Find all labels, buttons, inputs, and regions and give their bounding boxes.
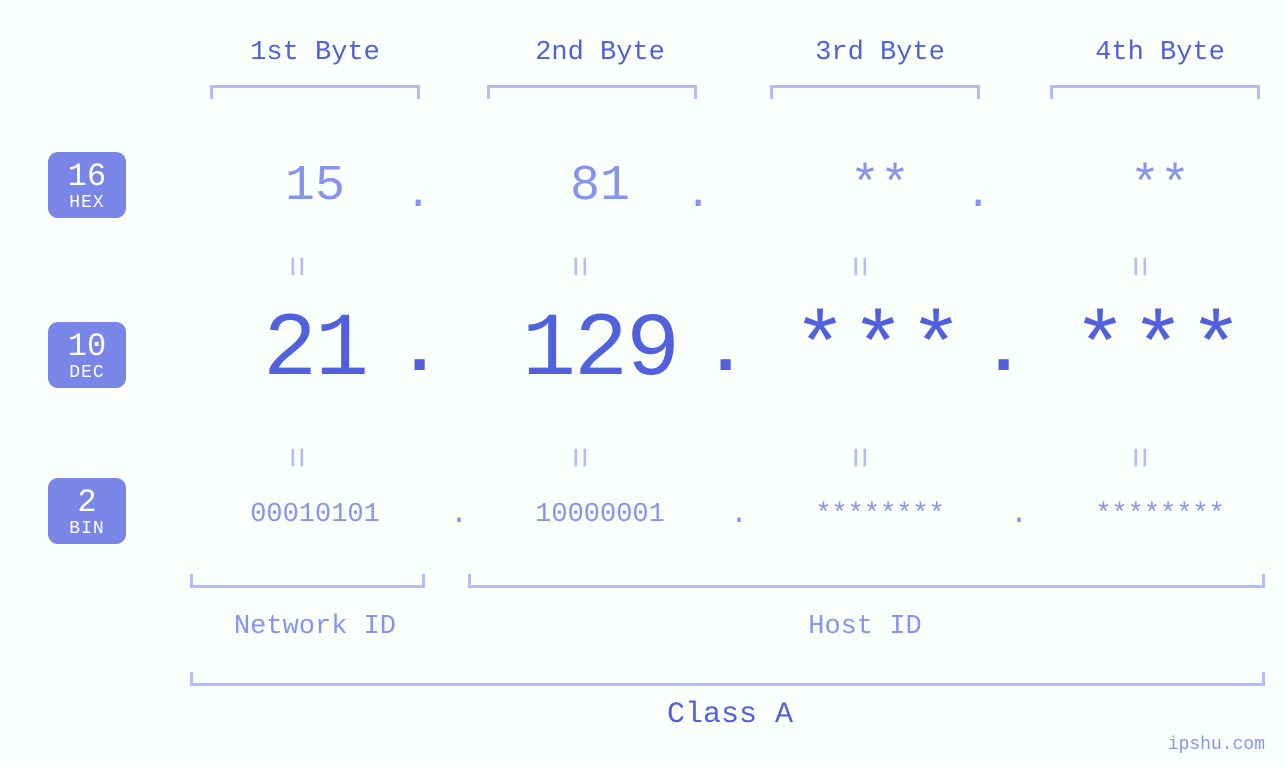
hex-badge-lbl: HEX [48, 194, 126, 213]
host-id-label: Host ID [795, 612, 935, 642]
byte-header-4: 4th Byte [1060, 38, 1260, 68]
bin-badge-lbl: BIN [48, 520, 126, 539]
bin-dot-2: . [730, 498, 748, 532]
hex-dot-3: . [965, 170, 991, 220]
top-bracket-4 [1050, 85, 1260, 99]
dec-byte-3: *** [750, 300, 1010, 402]
host-bracket [468, 574, 1265, 588]
dec-dot-3: . [982, 310, 1025, 392]
eq-2-3: = [838, 443, 879, 473]
byte-header-1: 1st Byte [215, 38, 415, 68]
bin-byte-2: 10000001 [470, 500, 730, 530]
eq-2-4: = [1118, 443, 1159, 473]
byte-header-2: 2nd Byte [500, 38, 700, 68]
hex-byte-4: ** [1030, 158, 1285, 215]
bin-dot-3: . [1010, 498, 1028, 532]
eq-1-3: = [838, 252, 879, 282]
top-bracket-3 [770, 85, 980, 99]
hex-dot-1: . [405, 170, 431, 220]
class-bracket [190, 672, 1265, 686]
bin-badge-num: 2 [48, 486, 126, 520]
bin-dot-1: . [450, 498, 468, 532]
dec-dot-2: . [704, 310, 747, 392]
network-bracket [190, 574, 425, 588]
dec-byte-4: *** [1030, 300, 1285, 402]
network-id-label: Network ID [225, 612, 405, 642]
bin-byte-3: ******** [750, 500, 1010, 530]
dec-dot-1: . [398, 310, 441, 392]
dec-badge-lbl: DEC [48, 364, 126, 383]
dec-badge-num: 10 [48, 330, 126, 364]
hex-badge-num: 16 [48, 160, 126, 194]
eq-1-1: = [275, 252, 316, 282]
class-label: Class A [630, 698, 830, 732]
byte-header-3: 3rd Byte [780, 38, 980, 68]
eq-2-2: = [558, 443, 599, 473]
dec-byte-2: 129 [470, 300, 730, 402]
bin-badge: 2 BIN [48, 478, 126, 544]
watermark: ipshu.com [1168, 735, 1265, 755]
eq-2-1: = [275, 443, 316, 473]
dec-badge: 10 DEC [48, 322, 126, 388]
eq-1-4: = [1118, 252, 1159, 282]
eq-1-2: = [558, 252, 599, 282]
hex-dot-2: . [685, 170, 711, 220]
top-bracket-2 [487, 85, 697, 99]
hex-badge: 16 HEX [48, 152, 126, 218]
bin-byte-1: 00010101 [185, 500, 445, 530]
bin-byte-4: ******** [1030, 500, 1285, 530]
top-bracket-1 [210, 85, 420, 99]
